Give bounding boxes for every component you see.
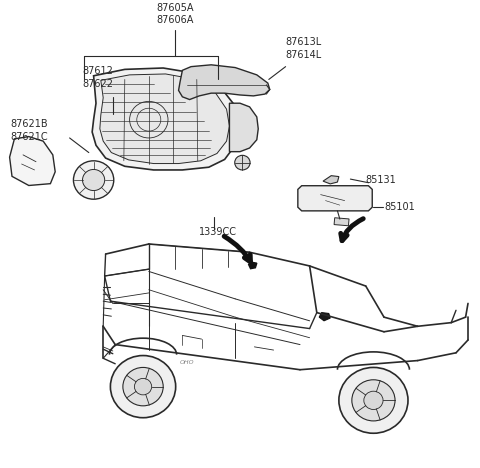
Polygon shape [100,74,229,163]
Circle shape [123,367,163,406]
Text: 87612
87622: 87612 87622 [82,66,113,88]
Bar [334,218,349,226]
Circle shape [364,391,383,410]
Text: 87605A
87606A: 87605A 87606A [156,3,194,25]
Text: 87613L
87614L: 87613L 87614L [286,37,322,60]
Polygon shape [323,176,339,184]
Text: 87621B
87621C: 87621B 87621C [11,119,48,142]
Polygon shape [10,137,55,185]
Circle shape [134,379,152,395]
Polygon shape [249,262,257,269]
Text: 85101: 85101 [384,202,415,212]
Polygon shape [319,313,330,321]
Polygon shape [298,186,372,211]
Circle shape [73,161,114,199]
Text: OHO: OHO [180,360,194,366]
Text: 1339CC: 1339CC [199,227,237,237]
Polygon shape [179,65,270,100]
Text: 85131: 85131 [366,175,396,185]
Polygon shape [92,68,239,170]
Polygon shape [229,103,258,152]
Circle shape [83,169,105,190]
Circle shape [110,356,176,418]
Circle shape [339,367,408,433]
Circle shape [352,380,395,421]
Circle shape [235,155,250,170]
